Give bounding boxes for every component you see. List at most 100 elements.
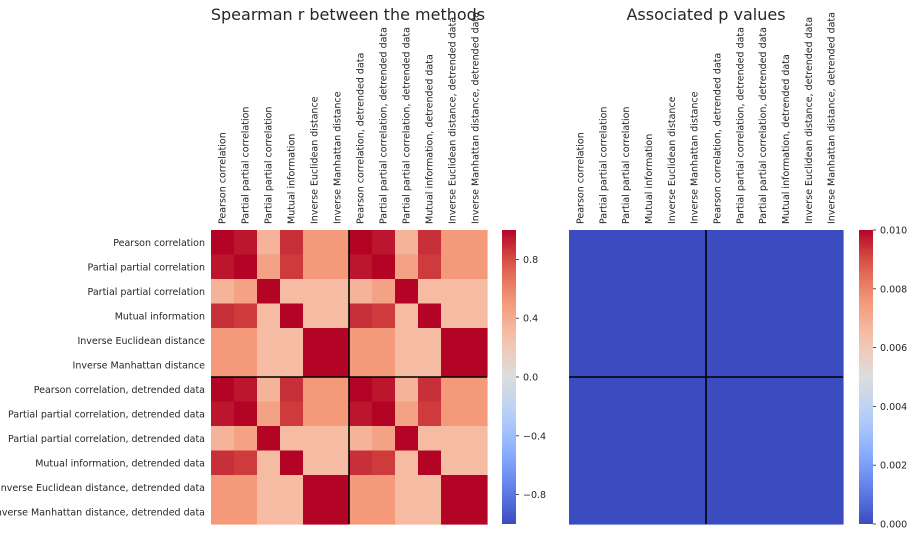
heatmap-cell [751, 450, 776, 476]
heatmap-cell [683, 279, 707, 305]
heatmap-cell [706, 475, 730, 501]
heatmap-cell [683, 426, 707, 452]
heatmap-cell [569, 475, 593, 501]
heatmap-cell [569, 230, 593, 256]
heatmap-cell [637, 499, 661, 525]
heatmap-cell [395, 499, 419, 525]
heatmap-cell [591, 328, 616, 354]
heatmap-cell [683, 303, 707, 329]
heatmap-cell [751, 279, 776, 305]
heatmap-cell [211, 279, 235, 305]
heatmap-cell [797, 279, 821, 305]
heatmap-cell [372, 401, 396, 427]
heatmap-cell [774, 328, 798, 354]
heatmap-cell [395, 450, 419, 476]
heatmap-cell [211, 303, 235, 329]
heatmap-cell [660, 377, 684, 403]
heatmap-cell [395, 303, 419, 329]
heatmap-cell [637, 279, 661, 305]
heatmap-cell [349, 377, 373, 403]
column-tick-label: Pearson correlation, detrended data [712, 53, 723, 224]
heatmap-cell [637, 328, 661, 354]
heatmap-cell [728, 450, 753, 476]
heatmap-cell [614, 279, 639, 305]
heatmap-cell [820, 230, 844, 256]
heatmap-cell [683, 328, 707, 354]
colorbar-tick-label: 0.8 [523, 255, 538, 266]
heatmap-cells [211, 230, 488, 525]
heatmap-cell [637, 426, 661, 452]
heatmap-cell [326, 328, 350, 354]
heatmap-cell [280, 303, 304, 329]
heatmap-cell [418, 401, 442, 427]
heatmap-cell [591, 499, 616, 525]
heatmap-cell [464, 254, 488, 280]
heatmap-cell [728, 328, 753, 354]
heatmap-cell [683, 254, 707, 280]
heatmap-cell [395, 475, 419, 501]
heatmap-cell [614, 303, 639, 329]
heatmap-cell [751, 230, 776, 256]
heatmap-cell [683, 499, 707, 525]
heatmap-cell [234, 254, 258, 280]
column-tick-label: Partial partial correlation, detrended d… [379, 27, 390, 224]
heatmap-cell [751, 426, 776, 452]
heatmap-cell [349, 352, 373, 378]
heatmap-cell [728, 254, 753, 280]
heatmap-cell [728, 279, 753, 305]
heatmap-cell [774, 230, 798, 256]
row-tick-label: Mutual information [115, 311, 205, 322]
heatmap-cell [326, 426, 350, 452]
heatmap-cell [660, 450, 684, 476]
heatmap-cell [280, 377, 304, 403]
heatmap-cell [303, 499, 327, 525]
heatmap-cell [211, 450, 235, 476]
heatmap-cell [303, 352, 327, 378]
heatmap-cell [372, 279, 396, 305]
heatmap-cell [637, 352, 661, 378]
heatmap-cell [257, 475, 281, 501]
column-tick-label: Inverse Euclidean distance, detrended da… [448, 17, 459, 224]
heatmap-cell [683, 230, 707, 256]
heatmap-cell [395, 352, 419, 378]
heatmap-cell [614, 377, 639, 403]
heatmap-cell [303, 426, 327, 452]
heatmap-cell [418, 254, 442, 280]
heatmap-cell [591, 475, 616, 501]
heatmap-cell [280, 475, 304, 501]
colorbar-tick-label: −0.8 [523, 490, 546, 501]
heatmap-cell [591, 352, 616, 378]
heatmap-cell [418, 475, 442, 501]
heatmap-cell [372, 230, 396, 256]
heatmap-cell [569, 426, 593, 452]
colorbar-tick-label: −0.4 [523, 431, 546, 442]
heatmap-cell [591, 450, 616, 476]
column-tick-label: Partial partial correlation [241, 107, 252, 224]
heatmap-cell [683, 352, 707, 378]
heatmap-cell [464, 475, 488, 501]
heatmap-cell [372, 352, 396, 378]
column-tick-label: Inverse Euclidean distance, detrended da… [804, 17, 815, 224]
heatmap-cell [464, 230, 488, 256]
heatmap-cell [683, 475, 707, 501]
heatmap-cell [372, 475, 396, 501]
colorbar-tick-label: 0.008 [880, 284, 907, 295]
heatmap-cell [257, 279, 281, 305]
row-tick-label: Pearson correlation, detrended data [34, 385, 205, 396]
heatmap-cell [280, 352, 304, 378]
column-tick-label: Partial partial correlation, detrended d… [758, 27, 769, 224]
heatmap-cell [234, 303, 258, 329]
heatmap-cell [372, 426, 396, 452]
column-tick-label: Mutual information [644, 134, 655, 224]
spearman-heatmap-panel: Spearman r between the methods Pearson c… [0, 5, 546, 525]
heatmap-cell [303, 377, 327, 403]
heatmap-cell [257, 401, 281, 427]
heatmap-cell [326, 352, 350, 378]
heatmap-cell [820, 475, 844, 501]
heatmap-cell [820, 426, 844, 452]
heatmap-cell [372, 377, 396, 403]
heatmap-cell [706, 450, 730, 476]
column-tick-label: Inverse Euclidean distance [667, 96, 678, 224]
heatmap-cell [797, 303, 821, 329]
heatmap-cell [637, 377, 661, 403]
